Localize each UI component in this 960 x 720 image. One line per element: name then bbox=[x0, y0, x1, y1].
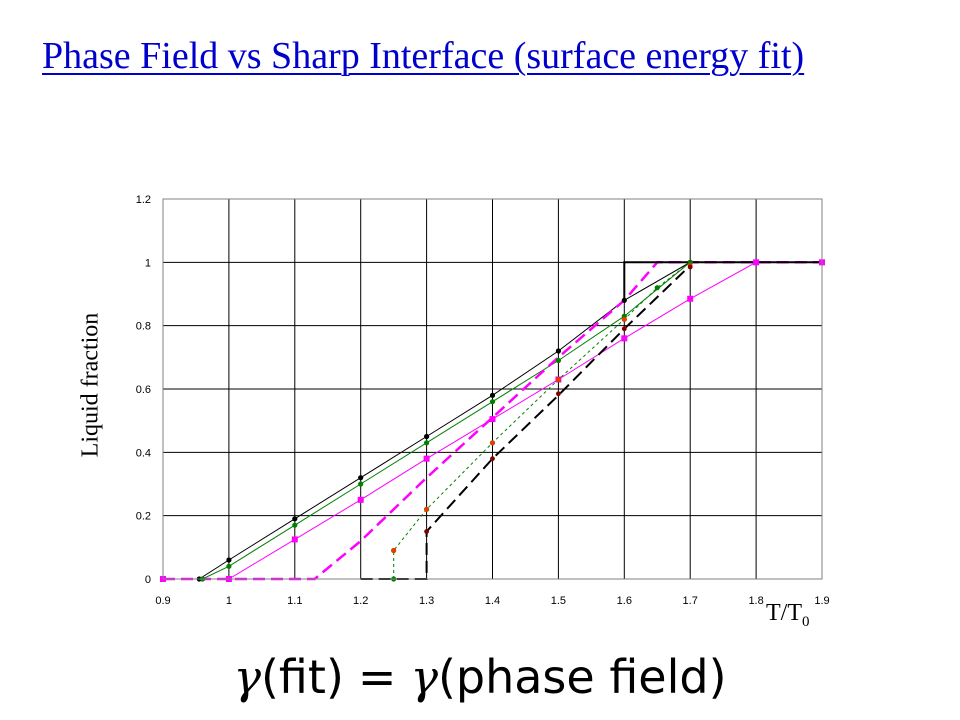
x-tick-labels: 0.9 1 1.1 1.2 1.3 1.4 1.5 1.6 1.7 1.8 1.9 bbox=[155, 595, 829, 607]
x-tick-label: 1.9 bbox=[814, 595, 829, 607]
y-axis-label: Liquid fraction bbox=[77, 312, 104, 458]
y-tick-label: 1 bbox=[145, 257, 151, 269]
series-line-4 bbox=[163, 261, 822, 581]
data-point-marker bbox=[424, 529, 429, 534]
plot-border bbox=[162, 198, 823, 580]
x-axis-label: T/T0 bbox=[766, 600, 810, 631]
data-point-marker bbox=[424, 506, 429, 512]
y-tick-label: 0.4 bbox=[136, 447, 151, 459]
data-point-marker bbox=[621, 316, 627, 322]
equation-gamma-left: γ bbox=[233, 650, 261, 704]
series-line-5 bbox=[393, 261, 691, 579]
data-point-marker bbox=[358, 475, 364, 481]
y-tick-label: 0.6 bbox=[136, 384, 151, 396]
equation-right-arg: (phase field) bbox=[437, 650, 727, 704]
equation-left-arg: (fit) bbox=[260, 650, 344, 704]
data-point-marker bbox=[423, 455, 430, 462]
data-point-marker bbox=[490, 456, 495, 462]
data-point-marker bbox=[391, 548, 397, 553]
data-point-marker bbox=[424, 433, 430, 440]
x-axis-label-main: T/T bbox=[766, 600, 802, 626]
y-tick-labels: 0 0.2 0.4 0.6 0.8 1 1.2 bbox=[136, 194, 151, 586]
slide-title: Phase Field vs Sharp Interface (surface … bbox=[42, 35, 805, 77]
y-tick-label: 0 bbox=[145, 574, 151, 586]
data-point-marker bbox=[555, 357, 562, 364]
data-point-marker bbox=[489, 399, 496, 405]
equation: γ(fit) = γ(phase field) bbox=[0, 650, 960, 704]
x-tick-label: 1.2 bbox=[353, 595, 368, 607]
x-tick-label: 1.6 bbox=[617, 595, 632, 607]
x-tick-label: 1.1 bbox=[287, 595, 302, 607]
x-tick-label: 1.5 bbox=[551, 595, 566, 607]
y-tick-label: 0.8 bbox=[136, 321, 151, 333]
data-point-marker bbox=[753, 259, 760, 266]
data-point-marker bbox=[490, 440, 495, 446]
data-point-marker bbox=[358, 481, 364, 487]
data-point-marker bbox=[621, 326, 627, 332]
data-point-marker bbox=[654, 285, 660, 291]
equation-gamma-right: γ bbox=[410, 650, 438, 704]
data-point-marker bbox=[556, 391, 561, 397]
data-point-marker bbox=[291, 536, 298, 543]
data-point-marker bbox=[687, 264, 693, 270]
x-tick-label: 1.4 bbox=[485, 595, 500, 607]
data-point-marker bbox=[555, 348, 562, 354]
data-point-marker bbox=[489, 392, 496, 398]
data-point-marker bbox=[556, 377, 561, 382]
x-tick-label: 1.3 bbox=[419, 595, 434, 607]
x-tick-label: 1 bbox=[226, 595, 232, 607]
data-point-marker bbox=[226, 557, 232, 563]
y-tick-label: 1.2 bbox=[136, 194, 151, 206]
data-point-marker bbox=[292, 522, 298, 528]
x-tick-label: 1.7 bbox=[683, 595, 698, 607]
data-point-marker bbox=[357, 496, 364, 503]
data-point-marker bbox=[226, 563, 232, 569]
x-tick-label: 1.8 bbox=[748, 595, 763, 607]
equation-equals: = bbox=[357, 650, 397, 704]
data-point-marker bbox=[621, 335, 628, 342]
y-tick-label: 0.2 bbox=[136, 511, 151, 523]
data-point-marker bbox=[489, 416, 496, 423]
x-tick-label: 0.9 bbox=[155, 595, 170, 607]
data-point-marker bbox=[292, 516, 298, 522]
x-axis-label-subscript: 0 bbox=[802, 613, 810, 630]
data-point-marker bbox=[424, 440, 430, 446]
data-point-marker bbox=[621, 297, 627, 303]
data-point-marker bbox=[687, 295, 694, 302]
